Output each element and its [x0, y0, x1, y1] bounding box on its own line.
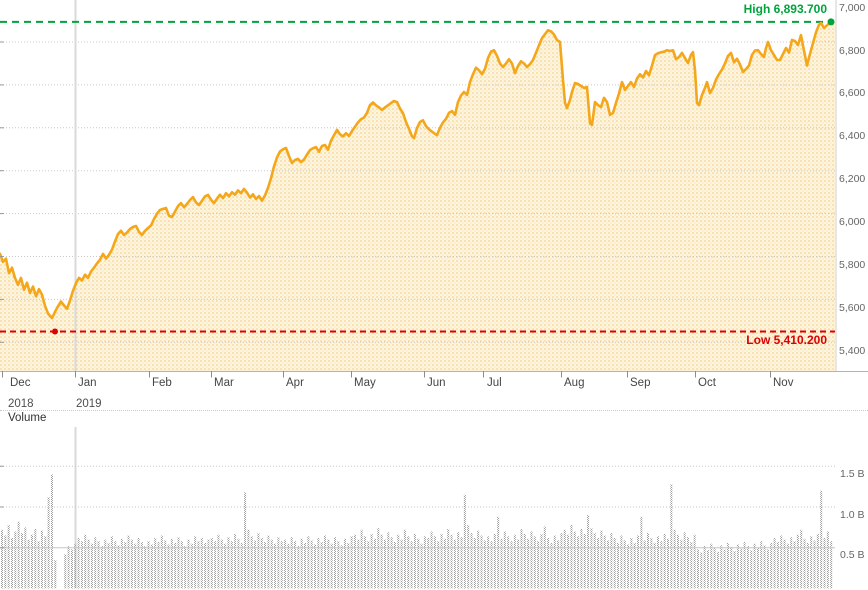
price-axis-tick: 6,200 [839, 173, 866, 186]
price-axis-tick: 5,800 [839, 259, 866, 271]
volume-left-ticks [0, 465, 4, 549]
price-pane[interactable] [0, 0, 868, 378]
volume-axis-tick: 1.5 B [840, 467, 865, 480]
price-axis-tick: 6,400 [839, 130, 866, 143]
price-left-ticks [0, 41, 4, 343]
price-axis-tick: 5,600 [839, 301, 866, 314]
month-label-sep: Sep [630, 376, 651, 389]
price-axis-tick: 6,600 [839, 87, 866, 100]
year-label-2019: 2019 [76, 397, 102, 410]
month-ticks [2, 371, 771, 378]
volume-pane-title: Volume [8, 412, 47, 424]
month-label-aug: Aug [564, 376, 585, 389]
month-label-jul: Jul [487, 376, 502, 389]
volume-axis-tick: 1.0 B [840, 508, 865, 521]
low-marker-dot [52, 328, 58, 335]
month-label-jan: Jan [78, 376, 97, 389]
price-area-fill [0, 21, 835, 372]
volume-pane[interactable] [0, 427, 835, 589]
month-label-dec: Dec [10, 376, 31, 389]
month-label-feb: Feb [152, 376, 172, 389]
price-line [0, 20, 834, 320]
month-label-jun: Jun [427, 376, 446, 389]
price-axis-tick: 6,800 [839, 44, 866, 57]
month-label-may: May [354, 376, 376, 389]
price-axis-tick: 7,000 [839, 1, 866, 14]
pane-separator [0, 410, 868, 411]
high-marker-dot [827, 18, 835, 26]
month-label-apr: Apr [286, 376, 304, 389]
price-axis-tick: 5,400 [839, 344, 866, 357]
year-label-2018: 2018 [8, 397, 34, 410]
month-label-mar: Mar [214, 376, 234, 389]
high-label: High 6,893.700 [743, 2, 827, 16]
volume-gridlines [0, 465, 835, 549]
volume-axis-tick: 0.5 B [840, 549, 865, 562]
month-label-oct: Oct [698, 376, 716, 389]
low-label: Low 5,410.200 [746, 333, 827, 347]
price-axis-tick: 6,000 [839, 216, 866, 229]
volume-bars [1, 474, 833, 589]
month-label-nov: Nov [773, 376, 794, 389]
